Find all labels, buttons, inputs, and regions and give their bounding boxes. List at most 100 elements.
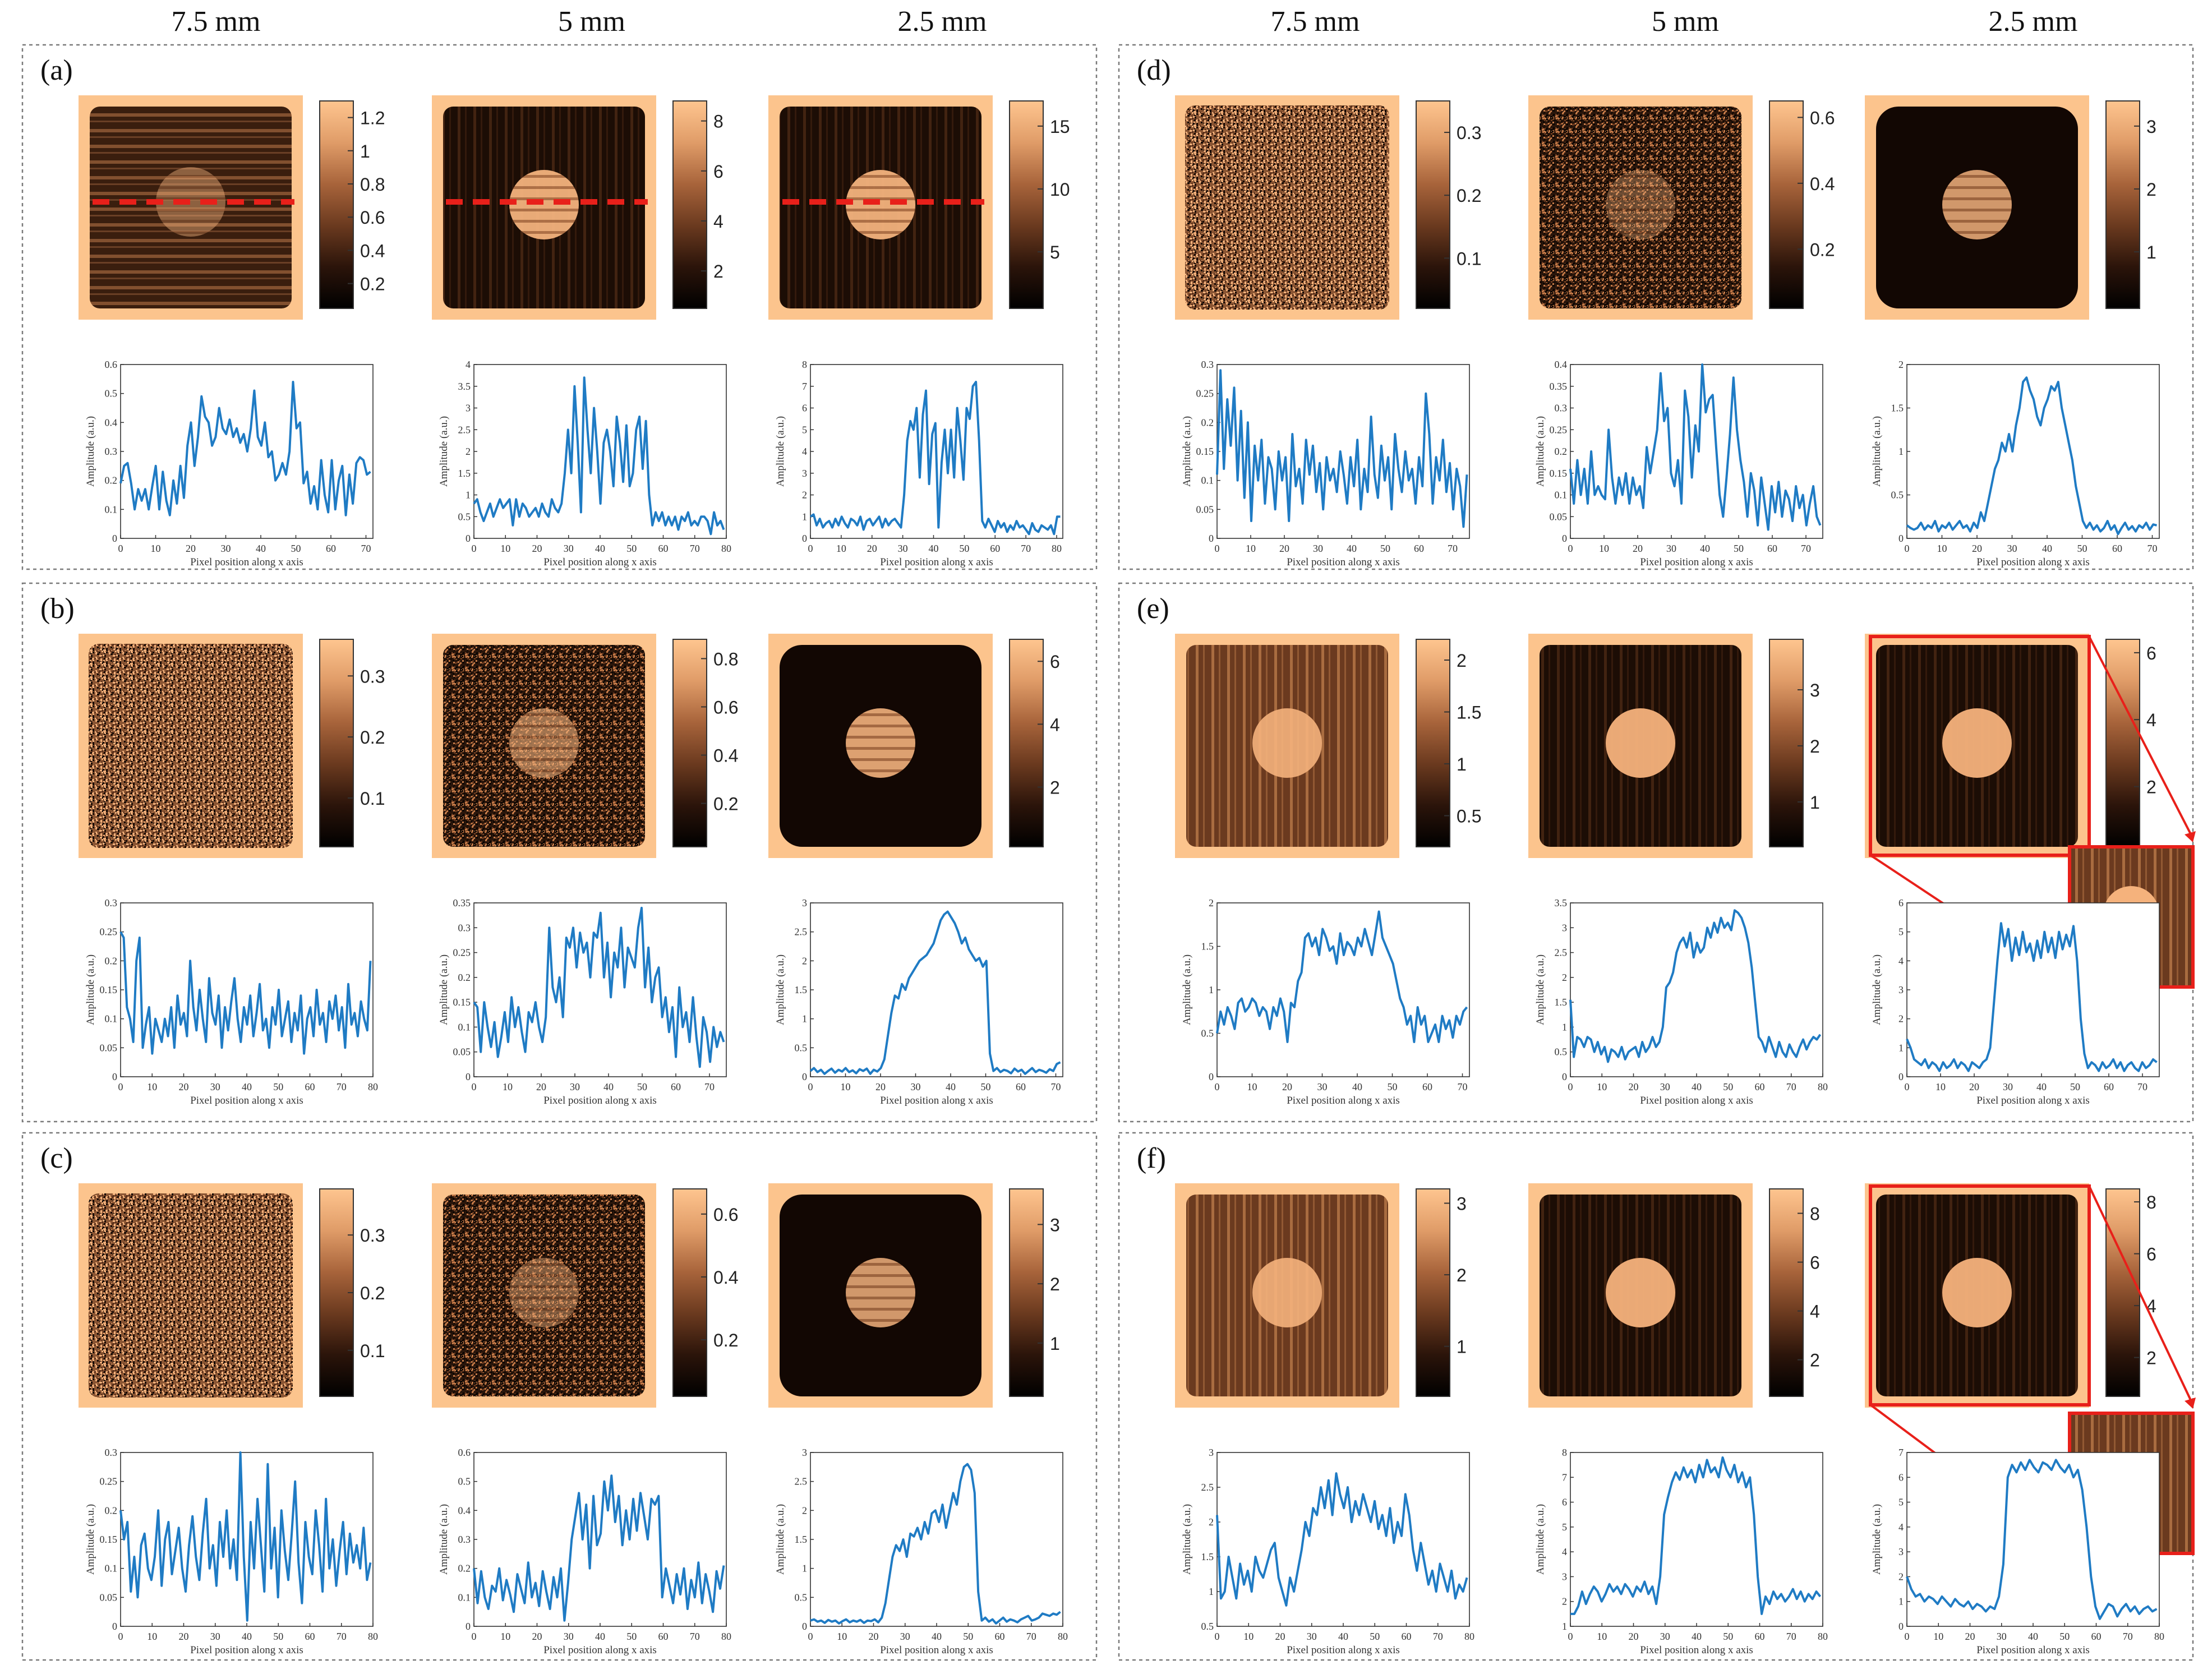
x-tick-label: 20 (532, 543, 542, 554)
x-tick-label: 20 (532, 1631, 542, 1642)
x-tick-label: 0 (808, 543, 813, 554)
x-tick-label: 0 (118, 543, 123, 554)
amplitude-profile-chart: 0 10 20 30 40 50 60 70 80 0 1 2 3 4 5 6 7 Pixel position … (1871, 1447, 2164, 1656)
y-tick-label: 0 (802, 533, 807, 544)
series-line (473, 906, 725, 1068)
thermal-image: 0.5 1 1.5 2 (1175, 634, 1481, 858)
y-tick-label: 0.2 (458, 1563, 471, 1574)
y-tick-label: 0.4 (1555, 359, 1568, 370)
x-tick-label: 30 (2003, 1081, 2013, 1092)
x-axis-label: Pixel position along x axis (1976, 556, 2090, 568)
y-tick-label: 1 (1562, 1021, 1567, 1032)
y-tick-label: 0.25 (100, 926, 118, 938)
y-tick-label: 1 (1209, 984, 1214, 995)
series-line (473, 376, 725, 536)
defect-circle (1252, 708, 1322, 778)
y-tick-label: 0.3 (1555, 403, 1568, 414)
y-axis-label: Amplitude (a.u.) (1534, 416, 1546, 487)
y-tick-label: 3 (466, 403, 471, 414)
thermal-image: 2 4 6 (768, 634, 1060, 858)
y-tick-label: 0.1 (1201, 475, 1214, 486)
x-tick-label: 0 (1215, 1081, 1220, 1092)
y-tick-label: 4 (1562, 1546, 1567, 1557)
colorbar (2105, 100, 2140, 309)
y-tick-label: 1.5 (795, 984, 808, 995)
panel-label: (e) (1137, 593, 1169, 625)
x-tick-label: 30 (1660, 1631, 1670, 1642)
y-tick-label: 0 (1562, 533, 1567, 544)
x-axis-label: Pixel position along x axis (543, 1095, 657, 1106)
x-tick-label: 50 (1723, 1081, 1733, 1092)
x-tick-label: 30 (1313, 543, 1323, 554)
x-tick-label: 70 (1021, 543, 1031, 554)
zoom-connector (2088, 636, 2194, 839)
series-line (119, 381, 371, 517)
x-tick-label: 10 (151, 543, 161, 554)
x-tick-label: 40 (1692, 1081, 1702, 1092)
colorbar-tick-label: 0.3 (360, 1225, 385, 1246)
defect-circle (1606, 1258, 1675, 1327)
x-tick-label: 30 (210, 1631, 220, 1642)
series-line (810, 1463, 1061, 1625)
y-tick-label: 0.05 (1550, 511, 1568, 522)
y-axis-label: Amplitude (a.u.) (1181, 416, 1193, 487)
y-tick-label: 1.5 (1201, 1551, 1214, 1562)
x-tick-label: 50 (1723, 1631, 1733, 1642)
x-axis-label: Pixel position along x axis (543, 556, 657, 568)
y-tick-label: 1 (1898, 446, 1904, 457)
amplitude-profile-chart: 0 10 20 30 40 50 60 70 80 0 0.5 1 1.5 2 2.5 3 3.5 Pixel p… (1534, 897, 1828, 1106)
x-tick-label: 0 (1568, 1081, 1573, 1092)
y-axis-label: Amplitude (a.u.) (85, 416, 96, 487)
panel-d: (d)0.10.20.30 10 20 30 40 50 60 7000.050.10.150… (1118, 44, 2194, 570)
colorbar (319, 639, 354, 847)
thermal-image: 1 2 3 (1175, 1183, 1467, 1408)
x-tick-label: 60 (990, 543, 1000, 554)
x-tick-label: 0 (1568, 543, 1573, 554)
y-axis-label: Amplitude (a.u.) (85, 954, 96, 1025)
y-tick-label: 8 (802, 359, 807, 370)
y-tick-label: 0.15 (100, 984, 118, 995)
series-line (1569, 909, 1822, 1063)
x-axis-label: Pixel position along x axis (190, 1095, 303, 1106)
x-tick-label: 40 (242, 1631, 252, 1642)
y-tick-label: 0.15 (100, 1534, 118, 1545)
x-tick-label: 60 (1414, 543, 1424, 554)
y-tick-label: 0 (802, 1621, 807, 1632)
amplitude-profile-chart: 0 10 20 30 40 50 60 70 0 0.05 0.1 0.15 0.2 0.25 0.3 0.3… (438, 897, 727, 1106)
x-tick-label: 80 (721, 1631, 731, 1642)
panel-e: (e)0.511.520 10 20 30 40 50 60 7000.511.52Pixel… (1118, 582, 2196, 1123)
x-tick-label: 0 (1215, 1631, 1220, 1642)
x-axis-label: Pixel position along x axis (1287, 556, 1400, 568)
x-tick-label: 70 (690, 543, 700, 554)
x-axis-label: Pixel position along x axis (543, 1644, 657, 1656)
x-tick-label: 10 (503, 1081, 513, 1092)
thermal-image: 2 4 6 (1865, 634, 2156, 858)
thermal-image: 1 2 3 (768, 1183, 1060, 1408)
y-tick-label: 1 (1209, 1586, 1214, 1597)
x-tick-label: 50 (1388, 1081, 1398, 1092)
colorbar-tick-label: 3 (1810, 680, 1820, 700)
y-tick-label: 2 (802, 955, 807, 966)
colorbar (1009, 100, 1044, 309)
y-tick-label: 0.5 (1201, 1621, 1214, 1632)
y-tick-label: 0.05 (1196, 504, 1214, 515)
x-tick-label: 50 (626, 1631, 637, 1642)
colorbar (1769, 1188, 1804, 1397)
y-tick-label: 0 (112, 1071, 117, 1082)
series-line (1906, 1459, 2158, 1620)
y-tick-label: 0.15 (453, 997, 471, 1008)
y-tick-label: 4 (1898, 955, 1904, 966)
thermal-image: 0.2 0.4 0.6 (432, 1183, 738, 1408)
colorbar-tick-label: 3 (2146, 117, 2156, 137)
thermal-image: 1 2 3 (1528, 634, 1820, 858)
colorbar-tick-label: 4 (2146, 1296, 2156, 1316)
colorbar (319, 100, 354, 309)
x-tick-label: 40 (595, 1631, 605, 1642)
colorbar (1769, 639, 1804, 847)
colorbar-tick-label: 8 (1810, 1204, 1820, 1224)
x-tick-label: 10 (1597, 1631, 1607, 1642)
y-tick-label: 2 (1898, 1013, 1904, 1025)
colorbar-tick-label: 1 (1050, 1334, 1060, 1354)
colorbar (672, 1188, 707, 1397)
series-line (1216, 369, 1468, 528)
